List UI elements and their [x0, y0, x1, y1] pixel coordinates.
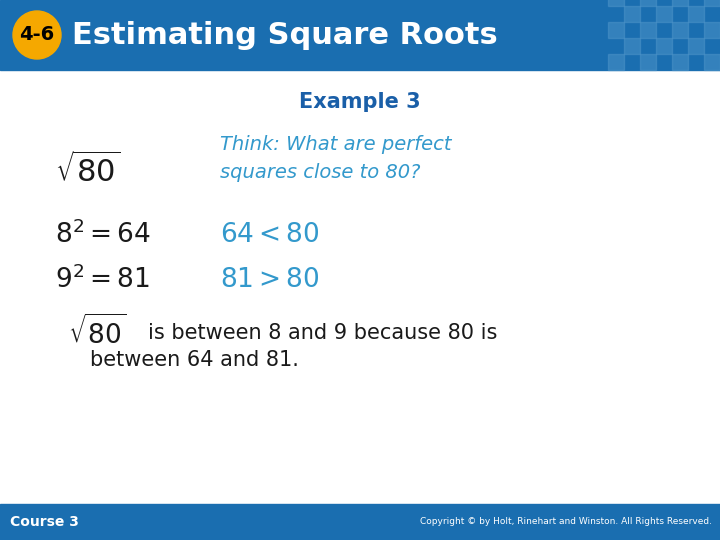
- Bar: [656, 38, 672, 54]
- Text: $8^2 = 64$: $8^2 = 64$: [55, 221, 151, 249]
- Bar: [704, 54, 720, 70]
- Text: Estimating Square Roots: Estimating Square Roots: [72, 21, 498, 50]
- Bar: [608, 54, 624, 70]
- Bar: [672, 22, 688, 38]
- Text: $81 > 80$: $81 > 80$: [220, 267, 320, 293]
- Bar: [672, 54, 688, 70]
- Bar: [0, 0, 720, 70]
- Text: Course 3: Course 3: [10, 515, 79, 529]
- Text: Copyright © by Holt, Rinehart and Winston. All Rights Reserved.: Copyright © by Holt, Rinehart and Winsto…: [420, 517, 712, 526]
- Text: Example 3: Example 3: [300, 92, 420, 112]
- Bar: [704, 0, 720, 6]
- Circle shape: [13, 11, 61, 59]
- Bar: [656, 6, 672, 22]
- Text: $\sqrt{80}$: $\sqrt{80}$: [55, 152, 121, 188]
- Text: $9^2 = 81$: $9^2 = 81$: [55, 266, 150, 294]
- Text: $64 < 80$: $64 < 80$: [220, 222, 320, 248]
- Bar: [672, 0, 688, 6]
- Text: Think: What are perfect
squares close to 80?: Think: What are perfect squares close to…: [220, 134, 451, 181]
- Bar: [640, 54, 656, 70]
- Text: is between 8 and 9 because 80 is: is between 8 and 9 because 80 is: [148, 323, 498, 343]
- Bar: [688, 38, 704, 54]
- Text: between 64 and 81.: between 64 and 81.: [90, 350, 299, 370]
- Bar: [640, 0, 656, 6]
- Text: 4-6: 4-6: [19, 25, 55, 44]
- Bar: [704, 22, 720, 38]
- Bar: [624, 38, 640, 54]
- Bar: [640, 22, 656, 38]
- Bar: [0, 504, 720, 540]
- Bar: [624, 6, 640, 22]
- Bar: [608, 22, 624, 38]
- Bar: [688, 6, 704, 22]
- Text: $\sqrt{80}$: $\sqrt{80}$: [68, 316, 126, 350]
- Bar: [608, 0, 624, 6]
